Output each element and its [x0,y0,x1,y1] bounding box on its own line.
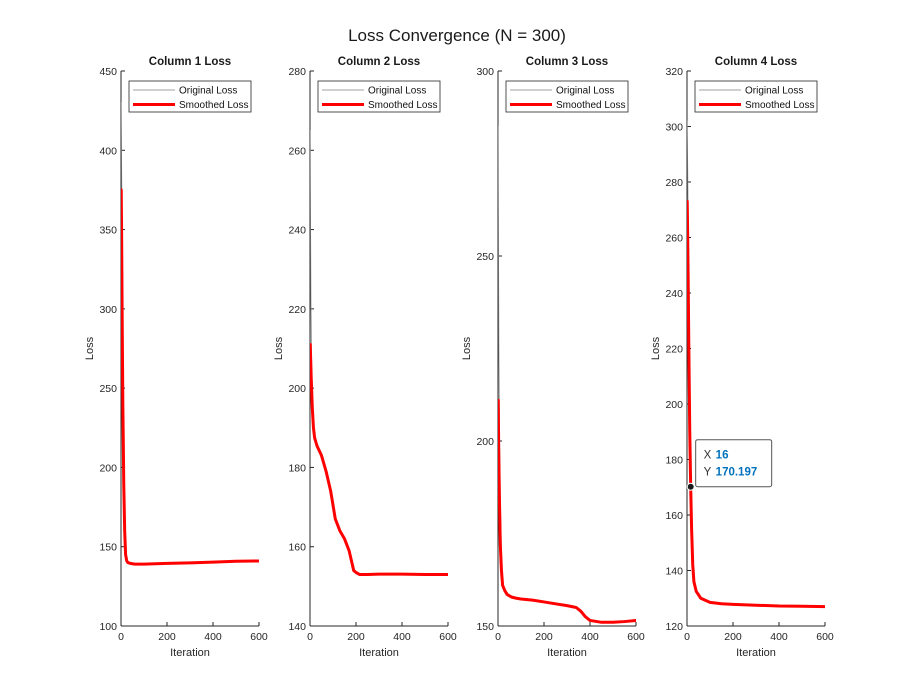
figure-title: Loss Convergence (N = 300) [348,26,566,45]
y-tick-label: 150 [476,621,494,633]
y-axis-label: Loss [273,336,285,360]
x-tick-label: 400 [770,631,788,643]
legend-box [694,80,818,113]
subplot-title: Column 3 Loss [526,56,608,68]
legend-entry-label: Smoothed Loss [179,100,249,111]
y-axis-label: Loss [650,336,662,360]
y-tick-label: 150 [99,542,117,554]
y-tick-label: 300 [665,122,683,134]
y-tick-label: 160 [665,510,683,522]
subplot-title: Column 2 Loss [338,56,420,68]
y-tick-label: 400 [99,145,117,157]
legend-entry-label: Original Loss [745,86,803,97]
y-tick-label: 220 [665,344,683,356]
datatip-y-value: 170.197 [716,467,758,479]
y-axis-label: Loss [84,336,96,360]
x-tick-label: 600 [250,631,268,643]
legend-entry-label: Original Loss [179,86,237,97]
y-tick-label: 140 [665,566,683,578]
y-tick-label: 200 [665,399,683,411]
x-tick-label: 400 [581,631,599,643]
subplot-title: Column 4 Loss [715,56,797,68]
subplot-column-3[interactable]: 150 200 250 300 0 200 400 600 Column 3 Loss Itera… [461,56,645,659]
y-tick-label: 180 [288,462,306,474]
subplot-column-4[interactable]: 120 140 160 180 200 220 240 260 280 300 320 0 200 400… [650,56,834,659]
legend-entry-label: Smoothed Loss [368,100,438,111]
x-tick-label: 600 [627,631,645,643]
y-tick-label: 160 [288,542,306,554]
y-tick-label: 300 [99,304,117,316]
y-tick-label: 180 [665,455,683,467]
x-tick-label: 200 [724,631,742,643]
subplot-title: Column 1 Loss [149,56,231,68]
y-tick-label: 240 [288,225,306,237]
y-axis-label: Loss [461,336,473,360]
x-tick-label: 0 [495,631,501,643]
x-axis-label: Iteration [170,647,210,659]
x-tick-label: 0 [118,631,124,643]
legend-entry-label: Smoothed Loss [556,100,626,111]
y-tick-label: 100 [99,621,117,633]
series-line-smoothed-loss[interactable] [310,343,448,576]
legend-entry-label: Original Loss [368,86,426,97]
x-axis-label: Iteration [736,647,776,659]
datatip-box [695,439,773,488]
x-tick-label: 400 [204,631,222,643]
y-tick-label: 200 [99,462,117,474]
legend-box [505,80,629,113]
x-tick-label: 600 [816,631,834,643]
x-axis-label: Iteration [359,647,399,659]
x-tick-label: 0 [684,631,690,643]
legend[interactable]: Original Loss Smoothed Loss [505,80,629,113]
legend-entry-label: Original Loss [556,86,614,97]
x-tick-label: 200 [158,631,176,643]
x-tick-label: 0 [307,631,313,643]
legend[interactable]: Original Loss Smoothed Loss [694,80,818,113]
x-tick-label: 400 [393,631,411,643]
y-tick-label: 250 [99,383,117,395]
y-tick-label: 300 [476,66,494,78]
legend-box [317,80,441,113]
y-tick-label: 350 [99,225,117,237]
datatip-x-key: X [704,450,712,462]
y-tick-label: 120 [665,621,683,633]
series-line-smoothed-loss[interactable] [687,199,825,609]
datatip-y-key: Y [704,467,712,479]
legend-entry-label: Smoothed Loss [745,100,815,111]
subplot-panels: 100 150 200 250 300 350 400 450 0 200 400 600 Column… [84,56,834,659]
y-tick-label: 260 [288,145,306,157]
datatip-marker[interactable] [686,482,695,491]
legend-box [128,80,252,113]
y-tick-label: 450 [99,66,117,78]
legend[interactable]: Original Loss Smoothed Loss [128,80,252,113]
subplot-column-2[interactable]: 140 160 180 200 220 240 260 280 0 200 400 600 Column… [273,56,457,659]
y-tick-label: 200 [288,383,306,395]
y-tick-label: 250 [476,251,494,263]
y-tick-label: 220 [288,304,306,316]
datatip-x-value: 16 [716,450,729,462]
series-line-smoothed-loss[interactable] [498,398,636,624]
x-tick-label: 200 [347,631,365,643]
y-tick-label: 260 [665,233,683,245]
x-axis-label: Iteration [547,647,587,659]
series-line-original-loss[interactable] [121,102,259,565]
legend[interactable]: Original Loss Smoothed Loss [317,80,441,113]
y-tick-label: 140 [288,621,306,633]
y-tick-label: 240 [665,288,683,300]
subplot-column-1[interactable]: 100 150 200 250 300 350 400 450 0 200 400 600 Column… [84,56,268,659]
y-tick-label: 280 [665,177,683,189]
series-line-smoothed-loss[interactable] [121,188,259,566]
y-tick-label: 320 [665,66,683,78]
y-tick-label: 280 [288,66,306,78]
x-tick-label: 600 [439,631,457,643]
datatip[interactable]: X 16 Y 170.197 [686,439,773,491]
y-tick-label: 200 [476,436,494,448]
x-tick-label: 200 [535,631,553,643]
